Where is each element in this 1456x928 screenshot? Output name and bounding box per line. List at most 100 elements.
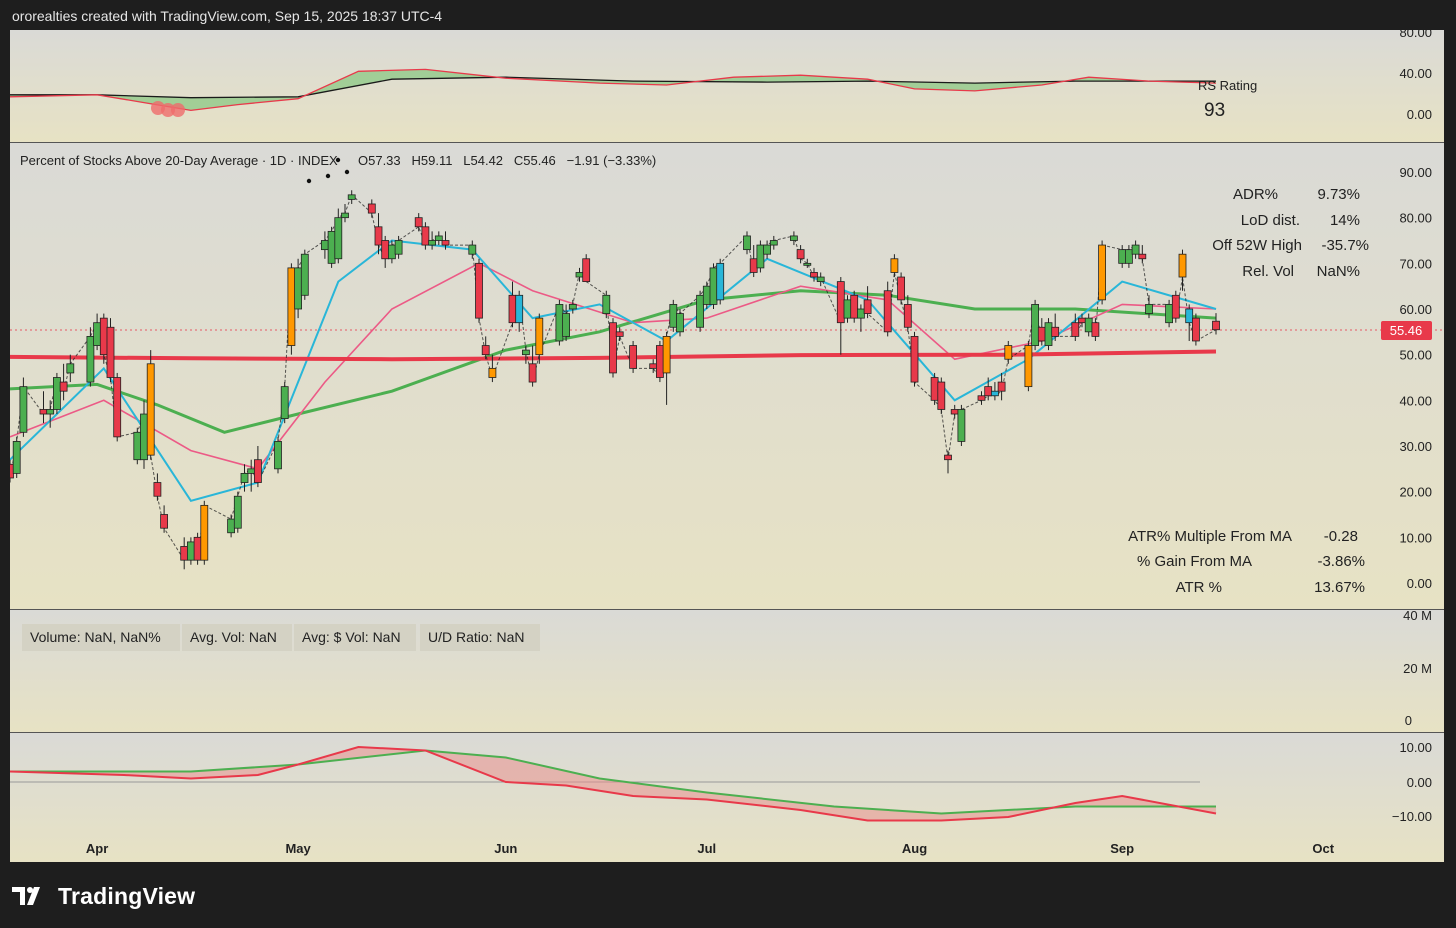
- candle: [428, 240, 437, 246]
- candle: [555, 304, 564, 342]
- volume-panel: Volume: NaN, NaN% Avg. Vol: NaN Avg: $ V…: [10, 608, 1444, 732]
- candle: [575, 272, 584, 278]
- candle: [568, 304, 577, 310]
- candle: [320, 240, 329, 251]
- rs-panel: RS Rating 93 80.00 40.00 0.00: [10, 30, 1444, 142]
- chart[interactable]: RS Rating 93 80.00 40.00 0.00 Percent of…: [10, 30, 1444, 862]
- volume-axis-tick: 40 M: [1403, 608, 1432, 623]
- candle: [857, 308, 865, 319]
- stat-label: % Gain From MA: [1137, 553, 1252, 570]
- oscillator-panel: 10.00 0.00 −10.00 Apr May Jun Jul Aug Sep Oct: [10, 733, 1444, 862]
- top-dots: [306, 157, 350, 184]
- rs-dot: [161, 103, 175, 117]
- rs-baseline: [10, 76, 1216, 99]
- candle: [843, 299, 852, 319]
- last-price-tag-bg: [1381, 321, 1432, 340]
- candle: [46, 409, 55, 415]
- candle: [1138, 253, 1147, 260]
- candle: [1192, 317, 1200, 342]
- candle: [113, 377, 122, 438]
- candle: [696, 294, 704, 328]
- candle: [743, 235, 751, 251]
- candle: [180, 546, 189, 561]
- candle: [676, 313, 684, 333]
- candle: [669, 304, 678, 328]
- candle: [749, 258, 758, 273]
- candle: [347, 194, 356, 200]
- ohlc-readout: O57.33 H59.11 L54.42 C55.46 −1.91 (−3.33…: [358, 153, 656, 168]
- candle: [716, 262, 725, 301]
- candle: [1004, 345, 1013, 360]
- chart-frame[interactable]: RS Rating 93 80.00 40.00 0.00 Percent of…: [10, 30, 1444, 862]
- month-label: May: [285, 841, 311, 856]
- osc-area-fill: [10, 745, 1217, 822]
- volume-axis-tick: 20 M: [1403, 661, 1432, 676]
- candle: [59, 381, 68, 392]
- price-axis-tick: 50.00: [1399, 348, 1432, 363]
- candle: [414, 217, 423, 228]
- stat-value: -35.7%: [1321, 237, 1369, 254]
- stat-value: 14%: [1330, 212, 1360, 229]
- candle: [991, 390, 999, 397]
- rs-dots: [151, 101, 185, 117]
- candle: [53, 377, 61, 410]
- candle: [193, 536, 202, 561]
- stat-value: -3.86%: [1317, 553, 1365, 570]
- candle: [609, 322, 617, 374]
- volume-chip: [22, 624, 180, 651]
- candle: [441, 240, 450, 246]
- stat-label: Off 52W High: [1212, 237, 1302, 254]
- candle: [133, 431, 142, 461]
- candle: [280, 386, 289, 419]
- candle: [769, 240, 778, 246]
- time-axis[interactable]: Apr May Jun Jul Aug Sep Oct: [86, 841, 1335, 856]
- stat-label: ATR %: [1176, 579, 1222, 596]
- candle: [756, 244, 765, 269]
- candle: [1171, 294, 1180, 319]
- candle: [19, 386, 28, 433]
- candle: [1031, 304, 1039, 346]
- candle: [930, 377, 939, 401]
- stat-value: -0.28: [1324, 528, 1358, 545]
- candle: [950, 409, 959, 415]
- candle: [66, 363, 75, 374]
- candle: [1024, 345, 1033, 388]
- series-legend[interactable]: Percent of Stocks Above 20-Day Average ·…: [20, 153, 338, 168]
- price-axis[interactable]: 90.00 80.00 70.00 60.00 50.00 40.00 30.00 20.00…: [1399, 165, 1432, 591]
- rs-dot: [171, 103, 185, 117]
- candle: [1098, 244, 1106, 301]
- candle: [1051, 326, 1060, 337]
- osc-axis-tick: −10.00: [1392, 809, 1432, 824]
- candle: [1185, 308, 1194, 324]
- month-label: Sep: [1110, 841, 1134, 856]
- candle: [374, 226, 383, 246]
- candle: [615, 331, 624, 337]
- candle: [984, 386, 993, 397]
- candle: [836, 281, 845, 324]
- month-label: Jun: [494, 841, 517, 856]
- candle: [99, 317, 108, 356]
- candle: [1212, 320, 1220, 331]
- stat-value: 9.73%: [1317, 186, 1360, 203]
- price-axis-tick: 40.00: [1399, 393, 1432, 408]
- dot-marker: [325, 173, 331, 179]
- candle: [341, 212, 349, 219]
- candle: [850, 294, 859, 319]
- candle: [434, 235, 443, 241]
- price-axis-tick: 80.00: [1399, 211, 1432, 226]
- dot-marker: [306, 178, 312, 184]
- candle: [200, 504, 209, 561]
- rs-axis-tick: 0.00: [1407, 107, 1432, 122]
- stats-table-bottom: ATR% Multiple From MA -0.28 % Gain From …: [1128, 528, 1365, 596]
- candle: [140, 413, 148, 461]
- candle: [1165, 304, 1173, 324]
- main-panel: Percent of Stocks Above 20-Day Average ·…: [10, 143, 1444, 609]
- candle: [903, 304, 912, 328]
- osc-signal-line: [10, 749, 1216, 815]
- tradingview-logo[interactable]: TradingView: [12, 880, 195, 912]
- candle: [240, 472, 249, 483]
- candle: [287, 267, 296, 346]
- stats-table-top: ADR% 9.73% LoD dist. 14% Off 52W High -3…: [1212, 186, 1369, 280]
- candle: [421, 226, 430, 246]
- rs-rating-value: 93: [1204, 100, 1225, 121]
